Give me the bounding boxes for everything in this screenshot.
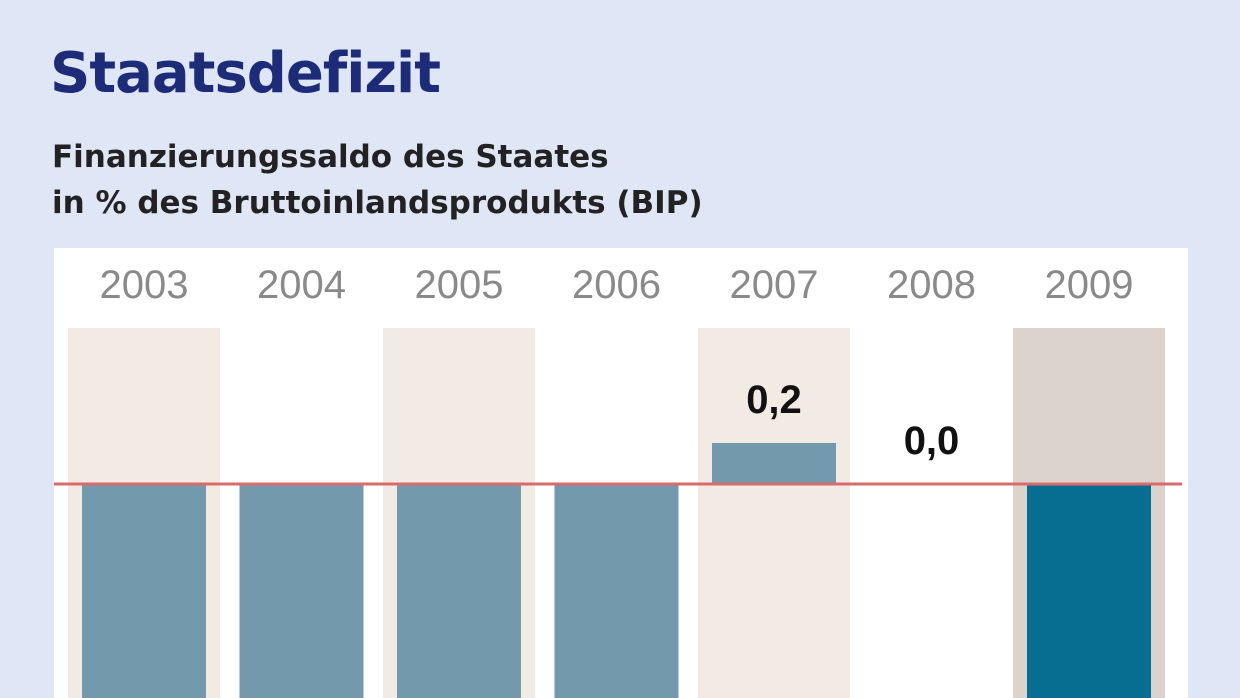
subtitle-line-1: Finanzierungssaldo des Staates <box>52 139 609 175</box>
x-tick-label-2008: 2008 <box>887 263 976 307</box>
x-tick-label-2007: 2007 <box>730 263 819 307</box>
chart-subtitle: Finanzierungssaldo des Staates in % des … <box>52 134 703 226</box>
x-tick-label-2006: 2006 <box>572 263 661 307</box>
bar-2009 <box>1027 484 1151 698</box>
data-label-2008: 0,0 <box>904 419 960 463</box>
bar-2003 <box>82 484 206 698</box>
plot-area: 2003 2004 2005 2006 2007 0,2 2008 0,0 2009 <box>54 248 1188 698</box>
x-tick-label-2005: 2005 <box>415 263 504 307</box>
chart-title: Staatsdefizit <box>50 41 441 106</box>
x-tick-label-2003: 2003 <box>100 263 189 307</box>
bar-2006 <box>554 484 679 698</box>
bar-2004 <box>239 484 364 698</box>
bar-2005 <box>397 484 521 698</box>
bar-chart: 2003 2004 2005 2006 2007 0,2 2008 0,0 2009 <box>54 263 1182 698</box>
x-tick-label-2004: 2004 <box>257 263 346 307</box>
column-shade-2007 <box>698 328 850 698</box>
x-tick-label-2009: 2009 <box>1045 263 1134 307</box>
data-label-2007: 0,2 <box>746 378 802 422</box>
subtitle-line-2: in % des Bruttoinlandsprodukts (BIP) <box>52 185 703 221</box>
bar-2007 <box>712 443 836 484</box>
